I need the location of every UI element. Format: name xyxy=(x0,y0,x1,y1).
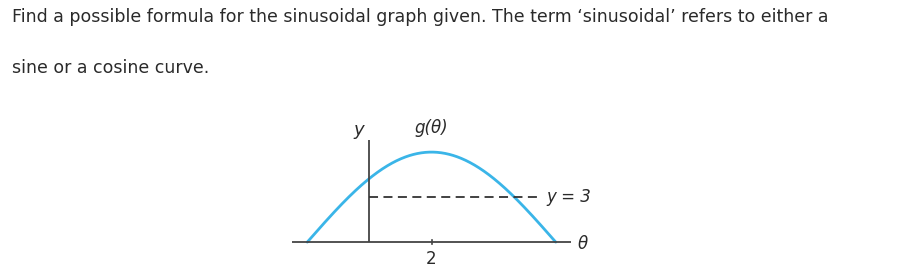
Text: y: y xyxy=(353,121,364,139)
Text: θ: θ xyxy=(577,235,588,253)
Text: sine or a cosine curve.: sine or a cosine curve. xyxy=(12,59,209,77)
Text: y = 3: y = 3 xyxy=(547,188,592,206)
Text: Find a possible formula for the sinusoidal graph given. The term ‘sinusoidal’ re: Find a possible formula for the sinusoid… xyxy=(12,8,828,26)
Text: g(θ): g(θ) xyxy=(414,119,449,137)
Text: 2: 2 xyxy=(426,250,437,268)
